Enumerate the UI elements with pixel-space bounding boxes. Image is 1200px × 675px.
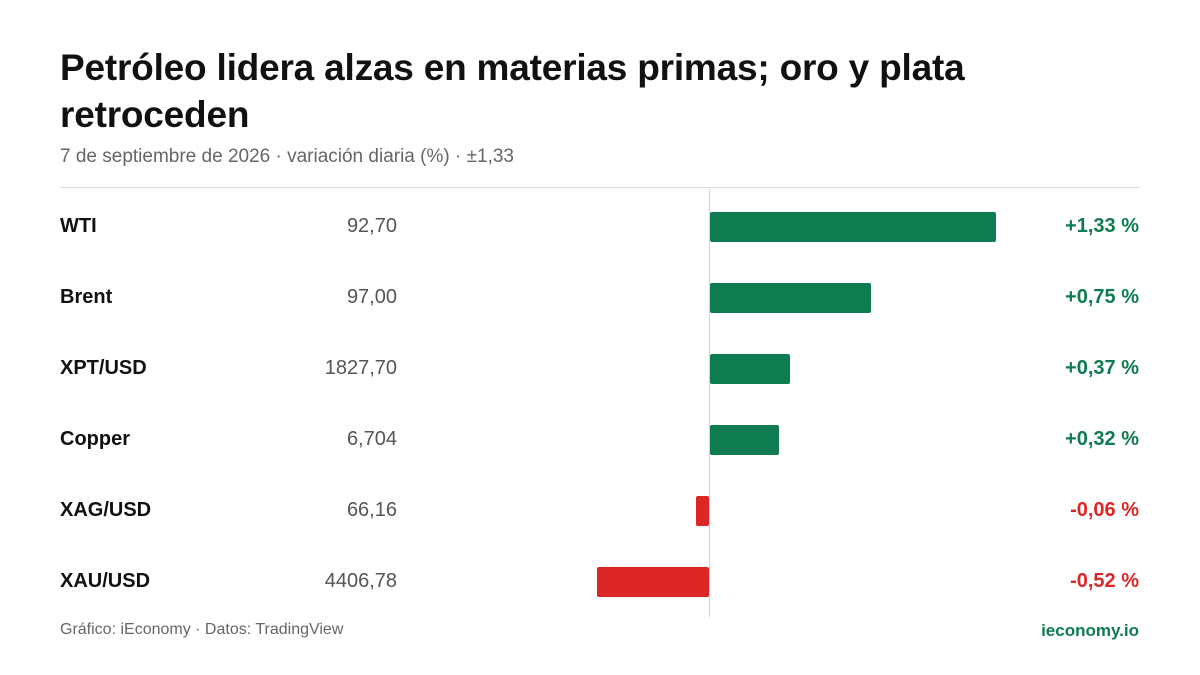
commodity-name: Copper (60, 428, 130, 450)
table-row: Brent 97,00 +0,75 % (0, 262, 1200, 333)
change-bar (710, 425, 779, 455)
change-bar (696, 496, 709, 526)
chart-title: Petróleo lidera alzas en materias primas… (60, 47, 965, 135)
change-percent-label: +1,33 % (1065, 215, 1139, 237)
commodity-price: 92,70 (346, 215, 397, 237)
commodity-name: Brent (60, 286, 113, 308)
commodity-price: 4406,78 (324, 570, 397, 592)
source-credit: Gráfico: iEconomy · Datos: TradingView (60, 621, 344, 638)
commodity-name: XPT/USD (60, 357, 147, 379)
table-row: WTI 92,70 +1,33 % (0, 191, 1200, 262)
commodity-name: WTI (60, 215, 97, 237)
commodity-name: XAU/USD (60, 570, 151, 592)
table-row: XAU/USD 4406,78 -0,52 % (0, 546, 1200, 617)
header-divider (60, 187, 1140, 188)
change-percent-label: +0,37 % (1065, 357, 1139, 379)
commodity-price: 97,00 (346, 286, 397, 308)
change-bar (597, 567, 709, 597)
table-row: Copper 6,704 +0,32 % (0, 404, 1200, 475)
chart-subtitle: 7 de septiembre de 2026 · variación diar… (60, 146, 514, 167)
change-percent-label: +0,32 % (1065, 428, 1139, 450)
table-row: XAG/USD 66,16 -0,06 % (0, 475, 1200, 546)
zero-axis-line (709, 189, 710, 617)
change-bar (710, 354, 790, 384)
change-percent-label: -0,52 % (1070, 570, 1139, 592)
table-row: XPT/USD 1827,70 +0,37 % (0, 333, 1200, 404)
brand-link[interactable]: ieconomy.io (1041, 621, 1139, 640)
change-bar (710, 283, 872, 313)
change-percent-label: -0,06 % (1070, 499, 1139, 521)
commodity-name: XAG/USD (60, 499, 152, 521)
change-bar (710, 212, 996, 242)
commodity-price: 6,704 (346, 428, 397, 450)
change-percent-label: +0,75 % (1065, 286, 1139, 308)
commodity-price: 66,16 (346, 499, 397, 521)
commodity-price: 1827,70 (324, 357, 397, 379)
